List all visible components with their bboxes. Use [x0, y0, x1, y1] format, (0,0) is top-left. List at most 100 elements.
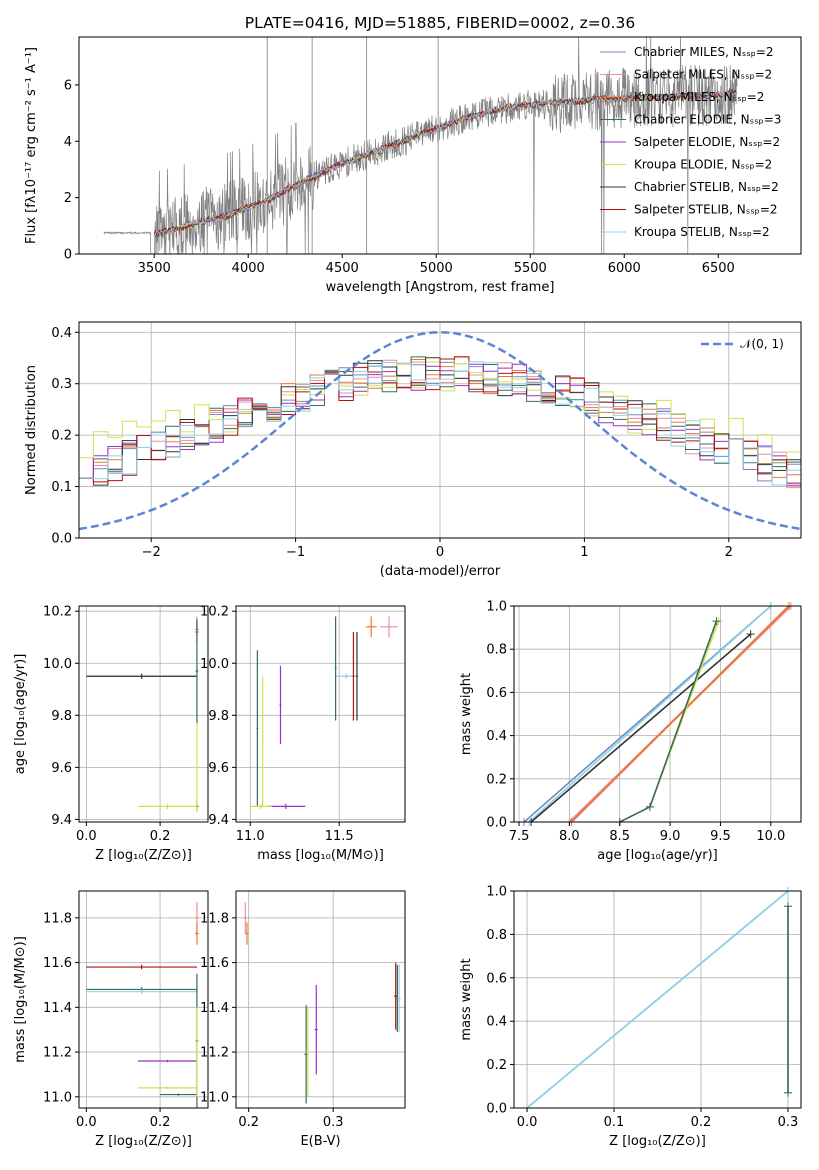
x-axis-label: E(B-V) [300, 1134, 340, 1149]
x-tick-label: 0.3 [778, 1115, 799, 1130]
legend-entry: Kroupa STELIB, Nₛₛₚ=2 [634, 225, 770, 239]
weight_vs_Z-panel: 0.0 0.1 0.2 0.3 0.0 0.2 0.4 0.6 0.8 1.0 Z [log₁₀(Z… [459, 885, 802, 1149]
y-tick-label: 1.0 [486, 600, 507, 615]
x-axis-label: age [log₁₀(age/yr)] [597, 848, 718, 863]
y-axis-label: mass weight [459, 958, 474, 1040]
y-tick-label: 4 [64, 135, 72, 150]
residuals-panel: −2 −1 0 1 2 0.0 0.1 0.2 0.3 0.4 (data-model)/error… [24, 321, 802, 579]
y-axis-label: Normed distribution [24, 365, 39, 495]
data-point [279, 665, 282, 744]
y-tick-label: 10.2 [43, 605, 72, 620]
weight-marker [746, 630, 755, 639]
x-tick-label: 5500 [514, 261, 547, 276]
data-point [160, 1093, 197, 1096]
data-point [261, 676, 264, 807]
x-tick-label: 0.0 [517, 1115, 538, 1130]
y-tick-label: 0.3 [51, 377, 72, 392]
weight-marker [783, 902, 792, 911]
x-tick-label: −1 [286, 545, 305, 560]
axes-frame [78, 605, 209, 823]
data-point [137, 1059, 197, 1063]
y-tick-label: 0.6 [486, 971, 507, 986]
weight-marker [645, 802, 654, 811]
cumulative-weight-line [619, 806, 651, 822]
y-axis-label: age [log₁₀(age/yr)] [13, 654, 28, 775]
y-tick-label: 11.4 [200, 1001, 229, 1016]
spectrum-legend: Chabrier MILES, Nₛₛₚ=2 Salpeter MILES, Nₛ… [600, 45, 781, 239]
y-tick-label: 0.0 [486, 816, 507, 831]
x-tick-label: 0.3 [323, 1115, 344, 1130]
legend-entry: Chabrier ELODIE, Nₛₛₚ=3 [634, 113, 781, 127]
data-point [86, 989, 197, 994]
residual-histogram-line [79, 361, 801, 486]
legend-entry: 𝒩(0, 1) [740, 337, 784, 351]
data-point [195, 723, 199, 812]
y-tick-label: 0.1 [51, 480, 72, 495]
model-spectrum-line [153, 89, 737, 236]
data-point [266, 803, 306, 809]
x-tick-label: 6000 [608, 261, 641, 276]
data-point [137, 803, 197, 809]
data-point [334, 616, 337, 721]
x-tick-label: 4500 [326, 261, 359, 276]
x-tick-label: 0.2 [150, 1115, 171, 1130]
x-tick-label: 1 [580, 545, 588, 560]
axes-frame [513, 890, 802, 1109]
x-axis-label: Z [log₁₀(Z/Z⊙)] [609, 1134, 706, 1149]
y-tick-label: 0.0 [486, 1102, 507, 1117]
cumulative-weight-line [530, 633, 752, 822]
legend-entry: Salpeter ELODIE, Nₛₛₚ=2 [634, 135, 780, 149]
data-point [245, 922, 249, 945]
x-tick-label: 8.0 [559, 829, 580, 844]
x-tick-label: 11.0 [236, 829, 265, 844]
data-point [195, 1007, 199, 1097]
x-tick-label: 0.1 [604, 1115, 625, 1130]
y-tick-label: 0.4 [486, 1015, 507, 1030]
y-tick-label: 9.6 [208, 761, 229, 776]
axes-frame [78, 890, 209, 1109]
model-spectrum-line [153, 88, 737, 236]
y-tick-label: 9.6 [51, 761, 72, 776]
weight-marker [783, 1088, 792, 1097]
data-point [195, 619, 199, 724]
axes-frame [513, 605, 802, 823]
y-axis-label: mass weight [459, 673, 474, 755]
y-tick-label: 11.0 [43, 1090, 72, 1105]
spectrum-title: PLATE=0416, MJD=51885, FIBERID=0002, z=0… [245, 14, 635, 32]
y-tick-label: 0.4 [51, 326, 72, 341]
cumulative-weight-line [526, 891, 789, 1108]
y-tick-label: 11.8 [43, 911, 72, 926]
y-tick-label: 10.0 [43, 657, 72, 672]
y-tick-label: 11.6 [200, 956, 229, 971]
y-tick-label: 9.4 [51, 813, 72, 828]
x-tick-label: 9.5 [710, 829, 731, 844]
x-tick-label: 0 [436, 545, 444, 560]
data-point [243, 902, 247, 934]
data-point [86, 673, 197, 679]
y-tick-label: 10.0 [200, 657, 229, 672]
y-tick-label: 11.6 [43, 956, 72, 971]
data-point [314, 984, 318, 1075]
data-point [256, 650, 259, 807]
y-tick-label: 0.2 [51, 429, 72, 444]
data-point [250, 803, 272, 809]
data-point [137, 1086, 197, 1089]
x-tick-label: 0.0 [76, 829, 97, 844]
x-axis-label: wavelength [Angstrom, rest frame] [326, 280, 555, 295]
cumulative-weight-line [528, 606, 772, 822]
legend-entry: Salpeter STELIB, Nₛₛₚ=2 [634, 203, 778, 217]
residual-histogram-line [79, 356, 801, 484]
y-tick-label: 6 [64, 78, 72, 93]
y-tick-label: 11.4 [43, 1001, 72, 1016]
weight_vs_age-panel: 7.5 8.0 8.5 9.0 9.5 10.0 0.0 0.2 0.4 0.6 0.8 1.0 age… [459, 600, 802, 863]
data-point [86, 964, 197, 970]
mass_vs_EBV-panel: 0.2 0.3 11.0 11.2 11.4 11.6 11.8 E(B-V) [200, 890, 406, 1149]
legend-entry: Kroupa MILES, Nₛₛₚ=2 [634, 90, 764, 104]
x-tick-label: −2 [142, 545, 161, 560]
legend-entry: Chabrier STELIB, Nₛₛₚ=2 [634, 180, 779, 194]
data-point [397, 964, 401, 1032]
x-tick-label: 0.2 [150, 829, 171, 844]
y-tick-label: 9.4 [208, 813, 229, 828]
y-tick-label: 0 [64, 248, 72, 263]
x-axis-label: Z [log₁₀(Z/Z⊙)] [95, 1134, 192, 1149]
